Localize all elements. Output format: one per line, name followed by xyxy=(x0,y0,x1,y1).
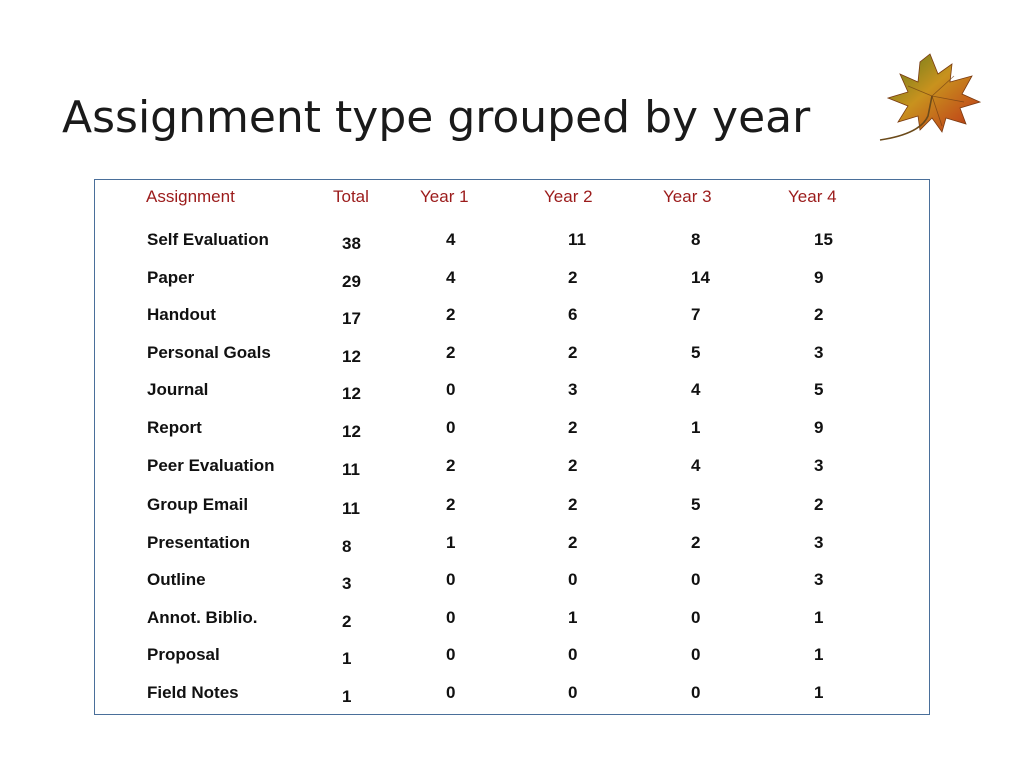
cell-year-2: 2 xyxy=(568,268,578,287)
cell-year-3: 7 xyxy=(691,305,701,324)
cell-year-4: 2 xyxy=(814,305,824,324)
header-year-3: Year 3 xyxy=(663,187,712,206)
cell-year-1: 1 xyxy=(446,533,456,552)
cell-year-2: 2 xyxy=(568,533,578,552)
cell-total: 2 xyxy=(342,612,352,631)
cell-year-3: 14 xyxy=(691,268,710,287)
cell-total: 11 xyxy=(342,499,360,518)
header-year-4: Year 4 xyxy=(788,187,837,206)
cell-year-4: 1 xyxy=(814,645,824,664)
cell-year-2: 0 xyxy=(568,683,578,702)
cell-year-1: 2 xyxy=(446,456,456,475)
cell-assignment: Outline xyxy=(147,570,206,589)
cell-year-4: 3 xyxy=(814,570,824,589)
cell-assignment: Field Notes xyxy=(147,683,239,702)
cell-year-1: 4 xyxy=(446,268,456,287)
cell-year-1: 0 xyxy=(446,683,456,702)
cell-year-2: 0 xyxy=(568,645,578,664)
cell-year-3: 0 xyxy=(691,683,701,702)
cell-year-3: 0 xyxy=(691,570,701,589)
cell-total: 8 xyxy=(342,537,352,556)
cell-year-1: 2 xyxy=(446,495,456,514)
assignment-table xyxy=(94,179,930,715)
cell-total: 3 xyxy=(342,574,352,593)
cell-assignment: Self Evaluation xyxy=(147,230,269,249)
cell-year-4: 3 xyxy=(814,533,824,552)
cell-total: 1 xyxy=(342,687,352,706)
cell-year-1: 2 xyxy=(446,305,456,324)
cell-assignment: Paper xyxy=(147,268,195,287)
cell-year-4: 15 xyxy=(814,230,833,249)
cell-year-1: 0 xyxy=(446,570,456,589)
cell-year-4: 3 xyxy=(814,343,824,362)
header-year-1: Year 1 xyxy=(420,187,469,206)
cell-year-3: 2 xyxy=(691,533,701,552)
cell-year-3: 8 xyxy=(691,230,701,249)
header-year-2: Year 2 xyxy=(544,187,593,206)
cell-total: 12 xyxy=(342,422,361,441)
cell-year-3: 5 xyxy=(691,343,701,362)
cell-assignment: Report xyxy=(147,418,202,437)
cell-total: 12 xyxy=(342,384,361,403)
cell-year-3: 4 xyxy=(691,380,701,399)
cell-total: 29 xyxy=(342,272,361,291)
maple-leaf-icon xyxy=(879,53,982,141)
slide-title: Assignment type grouped by year xyxy=(62,92,811,143)
cell-year-2: 3 xyxy=(568,380,578,399)
header-assignment: Assignment xyxy=(146,187,235,206)
cell-year-3: 4 xyxy=(691,456,701,475)
cell-assignment: Personal Goals xyxy=(147,343,271,362)
cell-year-4: 3 xyxy=(814,456,824,475)
cell-year-4: 5 xyxy=(814,380,824,399)
cell-assignment: Annot. Biblio. xyxy=(147,608,258,627)
cell-year-2: 2 xyxy=(568,418,578,437)
cell-year-2: 11 xyxy=(568,230,586,249)
cell-year-3: 1 xyxy=(691,418,701,437)
cell-year-3: 0 xyxy=(691,608,701,627)
cell-year-1: 0 xyxy=(446,645,456,664)
cell-year-4: 9 xyxy=(814,268,824,287)
cell-year-4: 9 xyxy=(814,418,824,437)
cell-year-1: 2 xyxy=(446,343,456,362)
cell-year-2: 2 xyxy=(568,495,578,514)
cell-assignment: Presentation xyxy=(147,533,250,552)
cell-assignment: Group Email xyxy=(147,495,249,514)
cell-assignment: Handout xyxy=(147,305,216,324)
cell-assignment: Peer Evaluation xyxy=(147,456,275,475)
cell-year-2: 2 xyxy=(568,456,578,475)
cell-year-1: 0 xyxy=(446,380,456,399)
cell-total: 12 xyxy=(342,347,361,366)
cell-total: 11 xyxy=(342,460,360,479)
cell-year-4: 2 xyxy=(814,495,824,514)
cell-year-4: 1 xyxy=(814,608,824,627)
cell-year-3: 5 xyxy=(691,495,701,514)
cell-year-2: 0 xyxy=(568,570,578,589)
cell-total: 17 xyxy=(342,309,361,328)
cell-total: 38 xyxy=(342,234,361,253)
header-total: Total xyxy=(333,187,369,206)
cell-year-1: 0 xyxy=(446,418,456,437)
cell-year-4: 1 xyxy=(814,683,824,702)
cell-assignment: Proposal xyxy=(147,645,220,664)
cell-assignment: Journal xyxy=(147,380,209,399)
cell-year-3: 0 xyxy=(691,645,701,664)
cell-year-2: 2 xyxy=(568,343,578,362)
cell-year-1: 4 xyxy=(446,230,456,249)
cell-year-1: 0 xyxy=(446,608,456,627)
cell-year-2: 1 xyxy=(568,608,578,627)
cell-total: 1 xyxy=(342,649,352,668)
cell-year-2: 6 xyxy=(568,305,578,324)
